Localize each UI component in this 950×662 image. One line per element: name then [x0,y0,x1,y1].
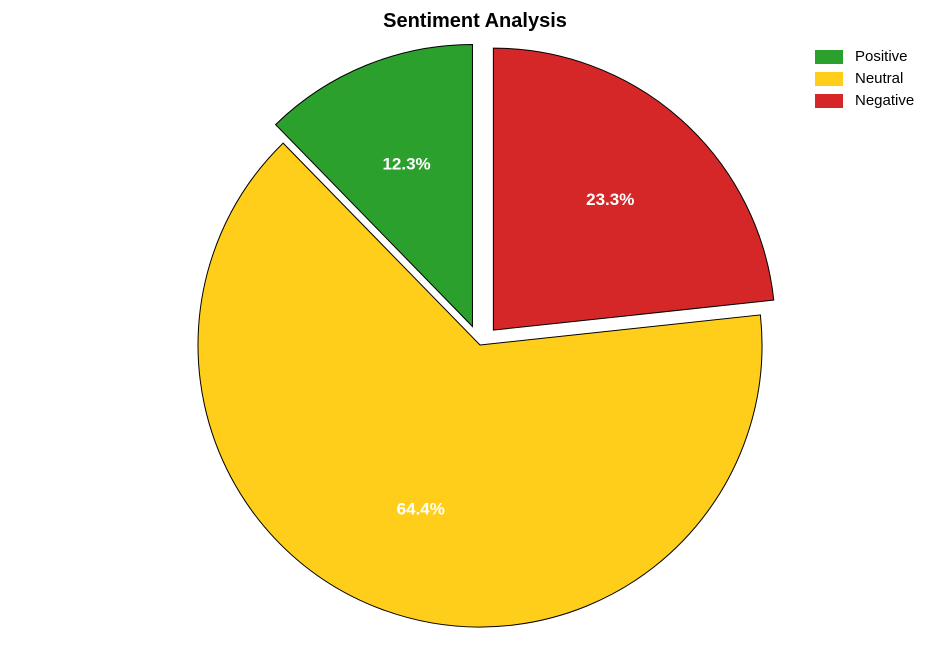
slice-label-positive: 12.3% [382,155,430,174]
pie-chart: 23.3% 64.4% 12.3% [0,0,950,662]
slice-label-neutral: 64.4% [397,500,445,519]
slice-label-negative: 23.3% [586,190,634,209]
